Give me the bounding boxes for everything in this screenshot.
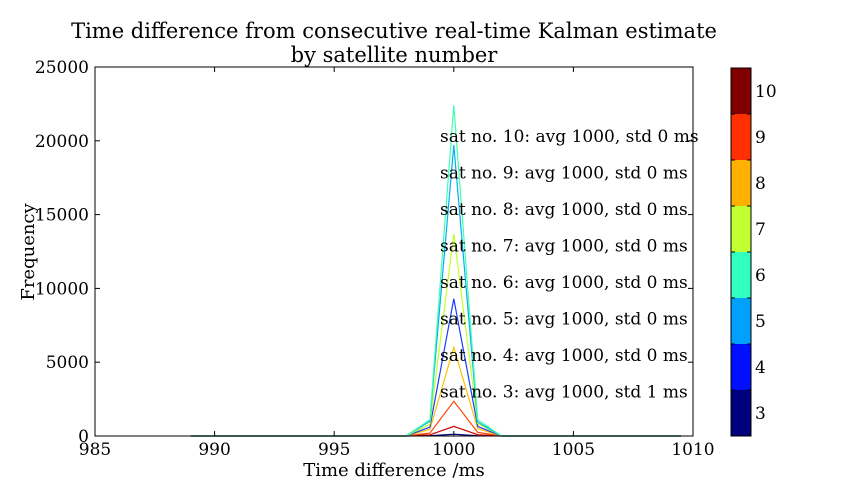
colorbar-segment xyxy=(731,344,751,390)
colorbar-label: 5 xyxy=(755,312,766,332)
y-tick-label: 20000 xyxy=(35,132,89,152)
colorbar-segment xyxy=(731,114,751,160)
colorbar-frame xyxy=(730,67,752,437)
colorbar-label: 9 xyxy=(755,128,766,148)
x-axis-label: Time difference /ms xyxy=(303,460,485,481)
annotation-text: sat no. 10: avg 1000, std 0 ms xyxy=(440,127,699,147)
plot-frame xyxy=(94,66,694,437)
annotations: sat no. 10: avg 1000, std 0 ms sat no. 9:… xyxy=(440,127,699,403)
annotation-text: sat no. 6: avg 1000, std 0 ms xyxy=(440,273,688,293)
y-axis-label: Frequency xyxy=(18,202,39,300)
series-line-sat-4 xyxy=(190,425,682,437)
annotation-text: sat no. 5: avg 1000, std 0 ms xyxy=(440,310,688,330)
colorbar-segment xyxy=(731,160,751,206)
colorbar: 3 4 5 6 7 8 9 10 xyxy=(730,67,777,437)
chart-title-line-1: Time difference from consecutive real-ti… xyxy=(71,19,717,43)
x-tick-label: 990 xyxy=(198,440,230,460)
colorbar-label: 8 xyxy=(755,174,766,194)
series-line-sat-5 xyxy=(190,400,682,437)
chart-title-line-2: by satellite number xyxy=(291,43,499,67)
y-tick-label: 15000 xyxy=(35,206,89,226)
colorbar-label: 4 xyxy=(755,358,766,378)
chart-title: Time difference from consecutive real-ti… xyxy=(71,19,717,67)
x-tick-label: 985 xyxy=(79,440,111,460)
x-tick-label: 1000 xyxy=(432,440,475,460)
y-tick-label: 5000 xyxy=(46,353,89,373)
annotation-text: sat no. 4: avg 1000, std 0 ms xyxy=(440,346,688,366)
annotation-text: sat no. 3: avg 1000, std 1 ms xyxy=(440,383,688,403)
x-tick-label: 1005 xyxy=(552,440,595,460)
colorbar-label: 7 xyxy=(755,220,766,240)
y-tick-label: 10000 xyxy=(35,279,89,299)
annotation-text: sat no. 8: avg 1000, std 0 ms xyxy=(440,200,688,220)
colorbar-label: 6 xyxy=(755,266,766,286)
axis-ticks: 985 990 995 1000 1005 1010 0 5000 10000 15000 2000… xyxy=(35,58,715,460)
colorbar-segment xyxy=(731,298,751,344)
colorbar-segment xyxy=(731,206,751,252)
x-tick-label: 1010 xyxy=(671,440,714,460)
annotation-text: sat no. 7: avg 1000, std 0 ms xyxy=(440,237,688,257)
colorbar-segment xyxy=(731,252,751,298)
x-tick-label: 995 xyxy=(318,440,350,460)
colorbar-segment xyxy=(731,68,751,114)
colorbar-label: 10 xyxy=(755,82,777,102)
annotation-text: sat no. 9: avg 1000, std 0 ms xyxy=(440,164,688,184)
colorbar-label: 3 xyxy=(755,404,766,424)
y-tick-label: 25000 xyxy=(35,58,89,78)
colorbar-segment xyxy=(731,390,751,436)
y-tick-label: 0 xyxy=(78,427,89,447)
